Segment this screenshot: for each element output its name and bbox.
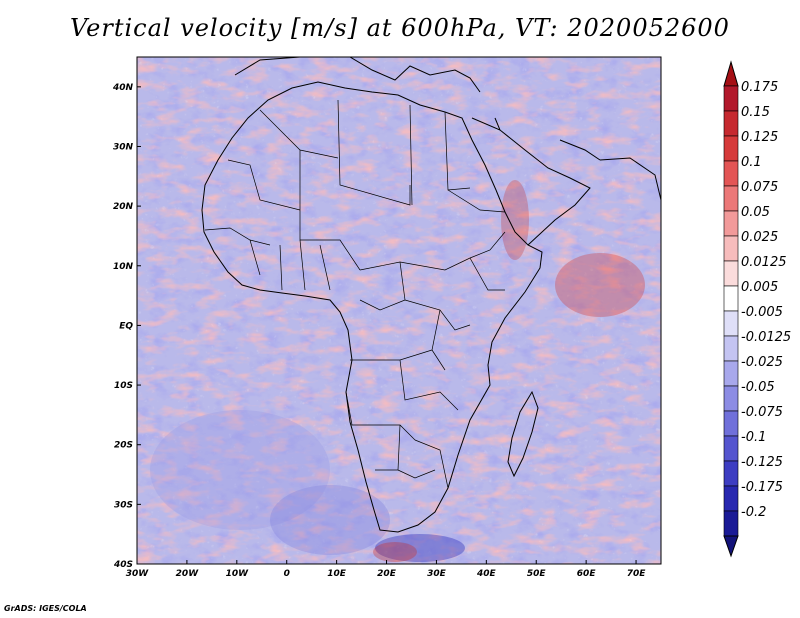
- lon-tick-label-2: 10W: [226, 569, 250, 579]
- colorbar-swatch-12: [723, 385, 739, 412]
- lat-tick-label-4: EQ: [119, 321, 133, 331]
- africa-coastline: [201, 81, 543, 533]
- lat-tick-label-8: 40S: [113, 560, 133, 570]
- colorbar-label-9: -0.005: [741, 305, 783, 320]
- colorbar-label-5: 0.05: [741, 205, 770, 220]
- colorbar-label-10: -0.0125: [741, 330, 791, 345]
- colorbar-swatch-4: [723, 185, 739, 212]
- colorbar-swatch-15: [723, 460, 739, 487]
- colorbar-swatch-10: [723, 335, 739, 362]
- lat-tick-label-3: 10N: [113, 262, 134, 272]
- colorbar-bottom-arrow: [723, 535, 739, 558]
- lon-tick-label-5: 20E: [377, 569, 397, 579]
- border-lines-south: [345, 349, 459, 489]
- lon-tick-label-9: 60E: [577, 569, 597, 579]
- colorbar-swatch-9: [723, 310, 739, 337]
- colorbar-label-7: 0.0125: [741, 255, 787, 270]
- colorbar-label-1: 0.15: [741, 105, 770, 120]
- colorbar-label-8: 0.005: [741, 280, 778, 295]
- colorbar-label-11: -0.025: [741, 355, 783, 370]
- colorbar-top-arrow: [723, 60, 739, 87]
- india-coastline: [599, 157, 661, 201]
- border-lines-north: [227, 99, 471, 271]
- persian-gulf-coastline: [559, 139, 601, 161]
- colorbar-swatch-11: [723, 360, 739, 387]
- europe-coastline: [234, 57, 481, 93]
- colorbar-swatch-8: [723, 285, 739, 312]
- colorbar-swatch-5: [723, 210, 739, 237]
- border-lines-west: [204, 227, 331, 291]
- colorbar-label-16: -0.175: [741, 480, 783, 495]
- colorbar-swatch-3: [723, 160, 739, 187]
- colorbar-label-15: -0.125: [741, 455, 783, 470]
- country-borders: [204, 99, 506, 489]
- plot-frame: [136, 56, 662, 565]
- colorbar: 0.175 0.15 0.125 0.1 0.075 0.05 0.025 0.0125 0.0…: [723, 60, 791, 558]
- colorbar-swatch-2: [723, 135, 739, 162]
- credit-label: GrADS: IGES/COLA: [4, 604, 87, 613]
- coastline-outlines: [201, 57, 661, 533]
- velocity-field: [137, 57, 661, 564]
- lat-tick-label-1: 30N: [113, 142, 134, 152]
- colorbar-label-13: -0.075: [741, 405, 783, 420]
- colorbar-swatch-7: [723, 260, 739, 287]
- lon-tick-label-7: 40E: [476, 569, 497, 579]
- lon-tick-label-8: 50E: [527, 569, 547, 579]
- lon-tick-label-4: 10E: [327, 569, 347, 579]
- arabia-coastline: [471, 117, 591, 246]
- latitude-axis: 40N 30N 20N 10N EQ 10S 20S 30S 40S: [112, 83, 141, 570]
- lat-tick-label-5: 10S: [114, 381, 133, 391]
- lon-tick-label-10: 70E: [627, 569, 647, 579]
- colorbar-swatch-17: [723, 510, 739, 537]
- colorbar-swatch-6: [723, 235, 739, 262]
- lat-tick-label-2: 20N: [113, 202, 134, 212]
- colorbar-swatch-13: [723, 410, 739, 437]
- madagascar-coastline: [507, 390, 539, 478]
- lon-tick-label-1: 20W: [176, 569, 200, 579]
- colorbar-label-3: 0.1: [741, 155, 762, 170]
- colorbar-label-4: 0.075: [741, 180, 778, 195]
- colorbar-label-6: 0.025: [741, 230, 778, 245]
- map-title: Vertical velocity [m/s] at 600hPa, VT: 2…: [70, 14, 730, 42]
- colorbar-label-12: -0.05: [741, 380, 775, 395]
- colorbar-swatch-0: [723, 85, 739, 112]
- lon-tick-label-0: 30W: [126, 569, 150, 579]
- border-lines-central: [359, 231, 506, 371]
- colorbar-label-14: -0.1: [741, 430, 766, 445]
- colorbar-swatch-1: [723, 110, 739, 137]
- longitude-axis: 30W 20W 10W 0 10E 20E 30E 40E 50E 60E 70E: [126, 560, 646, 579]
- colorbar-label-0: 0.175: [741, 80, 778, 95]
- lat-tick-label-7: 30S: [114, 500, 133, 510]
- colorbar-label-17: -0.2: [741, 505, 766, 520]
- colorbar-swatch-14: [723, 435, 739, 462]
- border-lines-east: [447, 189, 506, 291]
- lon-tick-label-3: 0: [284, 569, 290, 579]
- colorbar-swatch-16: [723, 485, 739, 512]
- lat-tick-label-0: 40N: [112, 83, 134, 93]
- colorbar-label-2: 0.125: [741, 130, 778, 145]
- lat-tick-label-6: 20S: [114, 441, 133, 451]
- lon-tick-label-6: 30E: [427, 569, 447, 579]
